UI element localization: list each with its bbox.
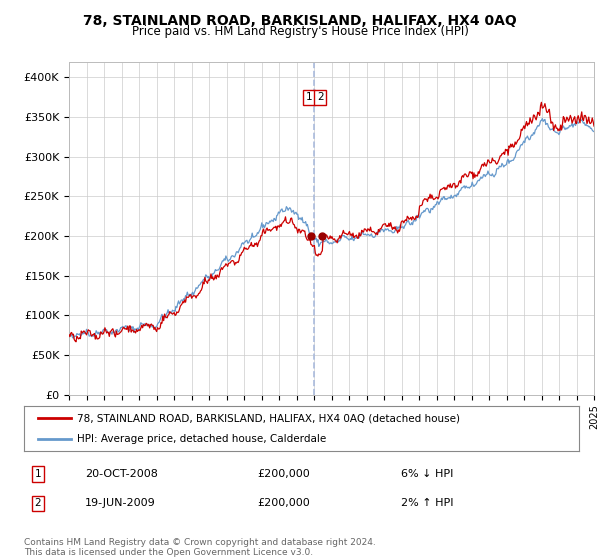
Text: 1: 1	[306, 92, 313, 102]
Text: Price paid vs. HM Land Registry's House Price Index (HPI): Price paid vs. HM Land Registry's House …	[131, 25, 469, 38]
Text: 78, STAINLAND ROAD, BARKISLAND, HALIFAX, HX4 0AQ (detached house): 78, STAINLAND ROAD, BARKISLAND, HALIFAX,…	[77, 413, 460, 423]
Text: Contains HM Land Registry data © Crown copyright and database right 2024.
This d: Contains HM Land Registry data © Crown c…	[24, 538, 376, 557]
Text: 20-OCT-2008: 20-OCT-2008	[85, 469, 158, 479]
Text: 1: 1	[35, 469, 41, 479]
Text: 78, STAINLAND ROAD, BARKISLAND, HALIFAX, HX4 0AQ: 78, STAINLAND ROAD, BARKISLAND, HALIFAX,…	[83, 14, 517, 28]
Text: £200,000: £200,000	[257, 498, 310, 508]
Text: HPI: Average price, detached house, Calderdale: HPI: Average price, detached house, Cald…	[77, 433, 326, 444]
Text: 2: 2	[317, 92, 323, 102]
Text: 2% ↑ HPI: 2% ↑ HPI	[401, 498, 454, 508]
Text: 19-JUN-2009: 19-JUN-2009	[85, 498, 156, 508]
Text: £200,000: £200,000	[257, 469, 310, 479]
Text: 6% ↓ HPI: 6% ↓ HPI	[401, 469, 454, 479]
Text: 2: 2	[35, 498, 41, 508]
